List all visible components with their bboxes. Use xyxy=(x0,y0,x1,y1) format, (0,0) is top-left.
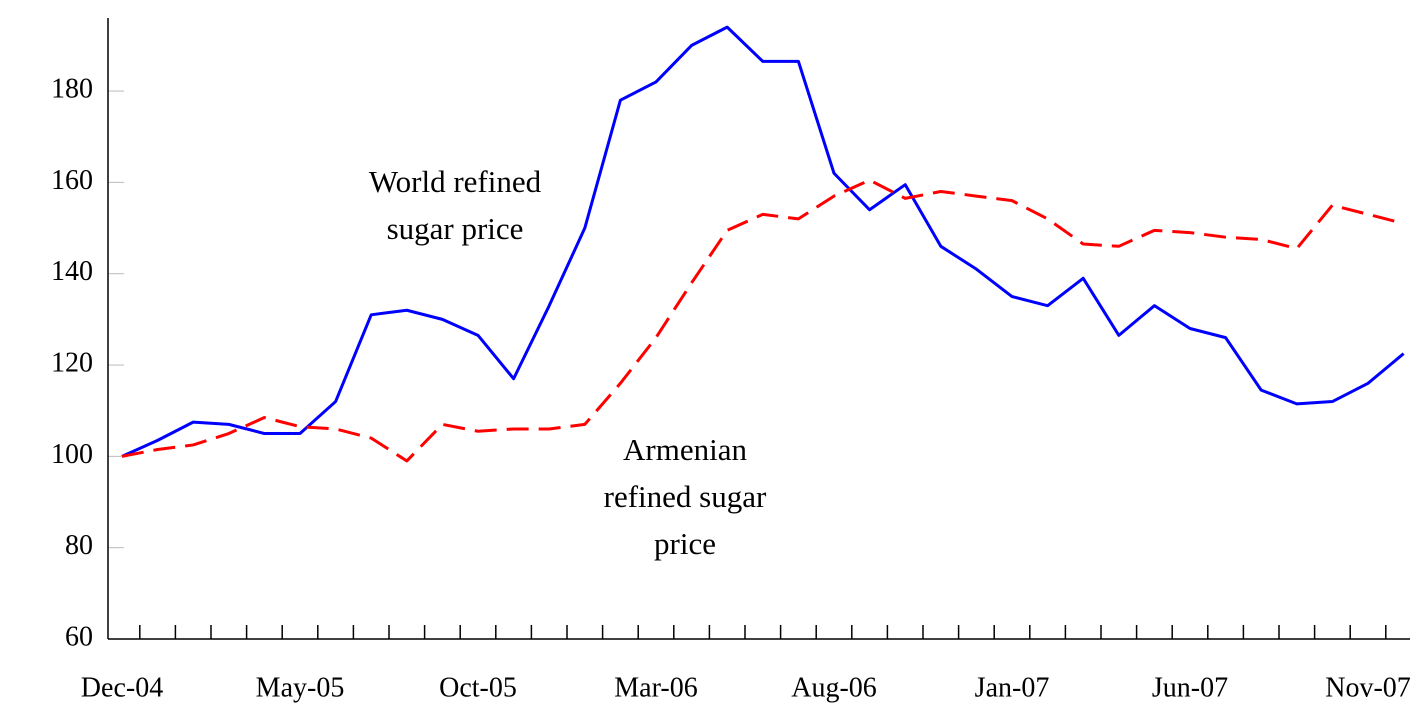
annotation: World refined xyxy=(369,164,542,199)
y-tick-label: 140 xyxy=(51,256,93,287)
annotation: Armenian xyxy=(623,432,747,467)
y-tick-label: 80 xyxy=(65,530,93,561)
annotation: sugar price xyxy=(387,211,524,246)
y-tick-label: 60 xyxy=(65,621,93,652)
series-line xyxy=(121,25,1405,458)
series-line xyxy=(121,178,1404,463)
y-tick-label: 120 xyxy=(51,347,93,378)
x-tick-label: Dec-04 xyxy=(81,672,163,703)
x-tick-label: Jun-07 xyxy=(1152,672,1228,703)
annotation: refined sugar xyxy=(604,479,767,514)
y-tick-label: 160 xyxy=(51,165,93,196)
x-tick-label: May-05 xyxy=(256,672,345,703)
annotation: price xyxy=(654,526,716,561)
x-tick-label: Aug-06 xyxy=(791,672,877,703)
x-tick-label: Nov-07 xyxy=(1325,672,1411,703)
x-tick-label: Mar-06 xyxy=(614,672,697,703)
x-tick-label: Jan-07 xyxy=(975,672,1050,703)
y-tick-label: 100 xyxy=(51,439,93,470)
y-tick-label: 180 xyxy=(51,73,93,104)
x-tick-label: Oct-05 xyxy=(439,672,517,703)
